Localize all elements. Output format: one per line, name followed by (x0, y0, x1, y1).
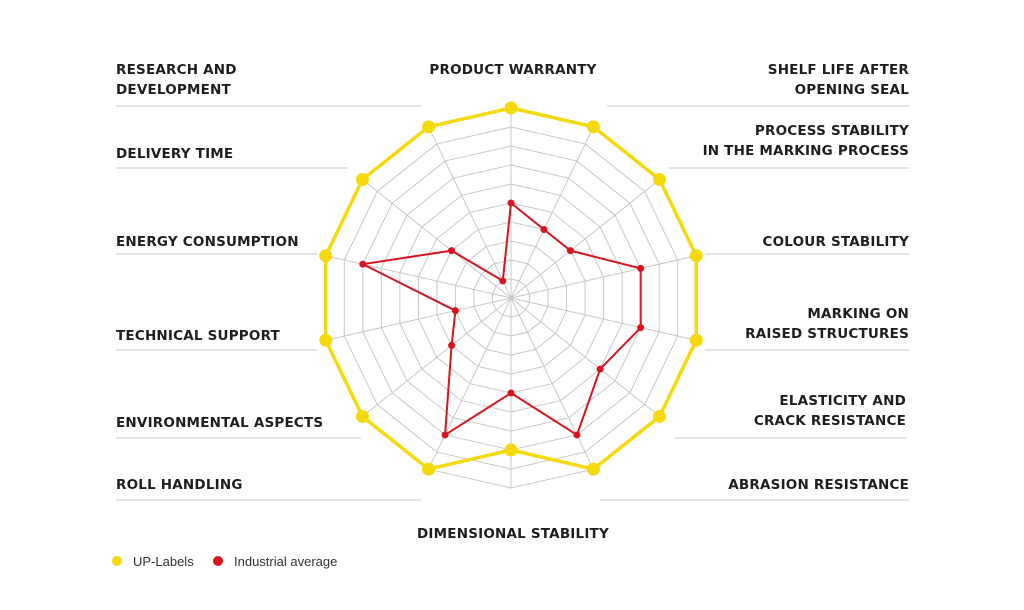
axis-label-roll-handling: ROLL HANDLING (116, 477, 243, 493)
legend: UP-Labels Industrial average (112, 554, 337, 569)
axis-label-shelf-life-after-opening-seal: SHELF LIFE AFTER OPENING SEAL (768, 62, 910, 98)
data-point-industrial-average-marking-on-raised-structures (637, 324, 645, 332)
axis-label-line: OPENING SEAL (795, 82, 910, 98)
data-point-industrial-average-colour-stability (637, 264, 645, 272)
axis-label-line: ENVIRONMENTAL ASPECTS (116, 415, 323, 431)
axis-label-energy-consumption: ENERGY CONSUMPTION (116, 234, 299, 250)
axis-label-colour-stability: COLOUR STABILITY (763, 234, 910, 250)
legend-marker-up-labels (112, 556, 122, 566)
grid-spoke (362, 297, 512, 417)
axis-label-line: PROCESS STABILITY (755, 123, 909, 139)
series-layer (319, 101, 703, 476)
data-point-up-labels-delivery-time (355, 173, 369, 187)
data-point-industrial-average-dimensional-stability (507, 389, 515, 397)
data-point-industrial-average-elasticity-and-crack-resistance (596, 365, 604, 373)
data-point-industrial-average-roll-handling (441, 431, 449, 439)
axis-labels: PRODUCT WARRANTY SHELF LIFE AFTER OPENING … (116, 62, 909, 542)
data-point-up-labels-abrasion-resistance (586, 462, 600, 476)
axis-label-line: IN THE MARKING PROCESS (703, 143, 909, 159)
axis-label-line: COLOUR STABILITY (763, 234, 910, 250)
data-point-industrial-average-shelf-life-after-opening-seal (540, 226, 548, 234)
grid-spoke (362, 179, 512, 299)
legend-marker-industrial-average (213, 556, 223, 566)
axis-label-dimensional-stability: DIMENSIONAL STABILITY (417, 526, 609, 542)
data-point-industrial-average-abrasion-resistance (573, 431, 581, 439)
data-point-up-labels-shelf-life-after-opening-seal (586, 120, 600, 134)
axis-label-line: ROLL HANDLING (116, 477, 243, 493)
grid-spoke (510, 126, 594, 299)
grid-spoke (510, 297, 660, 417)
axis-label-process-stability-in-the-marking-process: PROCESS STABILITY IN THE MARKING PROCESS (703, 123, 909, 159)
data-point-industrial-average-product-warranty (507, 199, 515, 207)
axis-label-line: MARKING ON (807, 306, 909, 322)
data-point-industrial-average-research-and-development (499, 277, 507, 285)
data-point-up-labels-energy-consumption (319, 249, 333, 263)
axis-label-line: DELIVERY TIME (116, 146, 233, 162)
legend-label-up-labels: UP-Labels (133, 554, 194, 569)
axis-label-delivery-time: DELIVERY TIME (116, 146, 233, 162)
axis-label-marking-on-raised-structures: MARKING ON RAISED STRUCTURES (745, 306, 909, 342)
grid-spoke (510, 297, 594, 470)
axis-label-line: PRODUCT WARRANTY (429, 62, 596, 78)
axis-label-line: DIMENSIONAL STABILITY (417, 526, 609, 542)
grid-spoke (325, 297, 512, 341)
axis-label-line: ENERGY CONSUMPTION (116, 234, 299, 250)
axis-label-line: ELASTICITY AND (779, 393, 906, 409)
series-line-industrial-average (361, 202, 642, 436)
axis-label-line: CRACK RESISTANCE (754, 413, 906, 429)
data-point-up-labels-process-stability-in-the-marking-process (653, 173, 667, 187)
axis-label-line: ABRASION RESISTANCE (728, 477, 909, 493)
data-point-industrial-average-delivery-time (448, 247, 456, 255)
data-point-industrial-average-environmental-aspects (448, 341, 456, 349)
axis-label-technical-support: TECHNICAL SUPPORT (116, 328, 281, 344)
legend-label-industrial-average: Industrial average (234, 554, 337, 569)
data-point-up-labels-marking-on-raised-structures (689, 333, 703, 347)
axis-label-environmental-aspects: ENVIRONMENTAL ASPECTS (116, 415, 323, 431)
data-point-up-labels-research-and-development (422, 120, 436, 134)
axis-label-product-warranty: PRODUCT WARRANTY (429, 62, 596, 78)
axis-label-research-and-development: RESEARCH AND DEVELOPMENT (116, 62, 237, 98)
axis-label-abrasion-resistance: ABRASION RESISTANCE (728, 477, 909, 493)
data-point-industrial-average-energy-consumption (359, 260, 367, 268)
grid-spoke (510, 255, 697, 299)
data-point-up-labels-environmental-aspects (355, 409, 369, 423)
grid-spoke (428, 297, 512, 470)
data-point-up-labels-colour-stability (689, 249, 703, 263)
axis-label-line: TECHNICAL SUPPORT (116, 328, 281, 344)
data-point-up-labels-technical-support (319, 333, 333, 347)
axis-label-elasticity-and-crack-resistance: ELASTICITY AND CRACK RESISTANCE (754, 393, 906, 429)
grid-spoke (325, 255, 512, 299)
data-point-industrial-average-technical-support (451, 307, 459, 315)
data-point-industrial-average-process-stability-in-the-marking-process (566, 247, 574, 255)
grid-spoke (510, 297, 697, 341)
data-point-up-labels-roll-handling (422, 462, 436, 476)
grid-spoke (428, 126, 512, 299)
axis-label-line: RAISED STRUCTURES (745, 326, 909, 342)
data-point-up-labels-elasticity-and-crack-resistance (653, 409, 667, 423)
grid-spoke (510, 179, 660, 299)
axis-label-line: SHELF LIFE AFTER (768, 62, 910, 78)
axis-label-line: DEVELOPMENT (116, 82, 232, 98)
data-point-up-labels-dimensional-stability (504, 443, 518, 457)
data-point-up-labels-product-warranty (504, 101, 518, 115)
label-leader-lines (116, 105, 909, 501)
axis-label-line: RESEARCH AND (116, 62, 237, 78)
